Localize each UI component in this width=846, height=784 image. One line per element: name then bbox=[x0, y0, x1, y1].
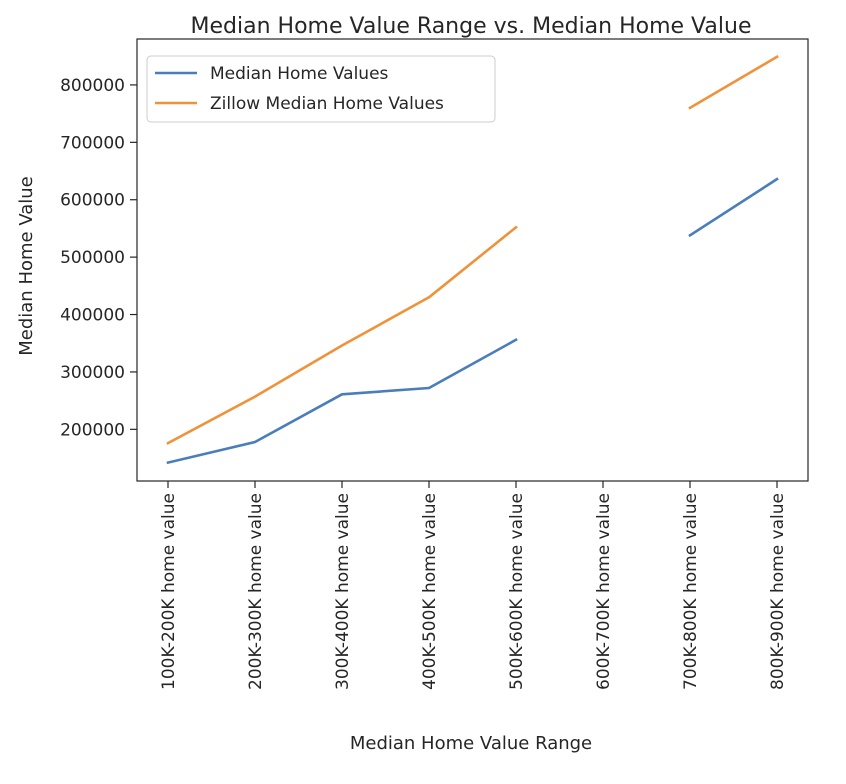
x-tick-label: 500K-600K home value bbox=[507, 493, 527, 690]
x-axis-title: Median Home Value Range bbox=[350, 733, 592, 754]
legend-label-2: Zillow Median Home Values bbox=[210, 94, 444, 114]
y-axis: 200000 300000 400000 500000 600000 700000 8000… bbox=[60, 76, 137, 440]
x-tick-label: 100K-200K home value bbox=[159, 493, 179, 690]
chart-title: Median Home Value Range vs. Median Home … bbox=[191, 14, 752, 39]
x-tick-label: 800K-900K home value bbox=[768, 493, 788, 690]
y-tick-label: 800000 bbox=[60, 76, 125, 96]
y-axis-title: Median Home Value bbox=[16, 176, 37, 356]
y-tick-label: 400000 bbox=[60, 306, 125, 326]
y-tick-label: 200000 bbox=[60, 420, 125, 440]
series-line-1-segment-1 bbox=[166, 338, 518, 465]
y-tick-label: 600000 bbox=[60, 191, 125, 211]
x-tick-label: 600K-700K home value bbox=[594, 493, 614, 690]
x-tick-label: 300K-400K home value bbox=[333, 493, 353, 690]
series-line-2-segment-2 bbox=[688, 55, 779, 110]
legend: Median Home Values Zillow Median Home Val… bbox=[146, 55, 496, 123]
y-tick-label: 700000 bbox=[60, 133, 125, 153]
series-layer bbox=[166, 55, 779, 465]
plot-area bbox=[136, 38, 809, 482]
x-tick-label: 200K-300K home value bbox=[246, 493, 266, 690]
y-tick-label: 500000 bbox=[60, 248, 125, 268]
series-line-1-segment-2 bbox=[688, 177, 779, 238]
x-axis: 100K-200K home value 200K-300K home value… bbox=[159, 481, 788, 690]
series-line-2-segment-1 bbox=[166, 225, 518, 445]
x-tick-label: 400K-500K home value bbox=[420, 493, 440, 690]
y-tick-label: 300000 bbox=[60, 363, 125, 383]
legend-box bbox=[146, 55, 496, 123]
x-tick-label: 700K-800K home value bbox=[681, 493, 701, 690]
plot-frame bbox=[136, 38, 809, 482]
legend-label-1: Median Home Values bbox=[210, 64, 389, 84]
